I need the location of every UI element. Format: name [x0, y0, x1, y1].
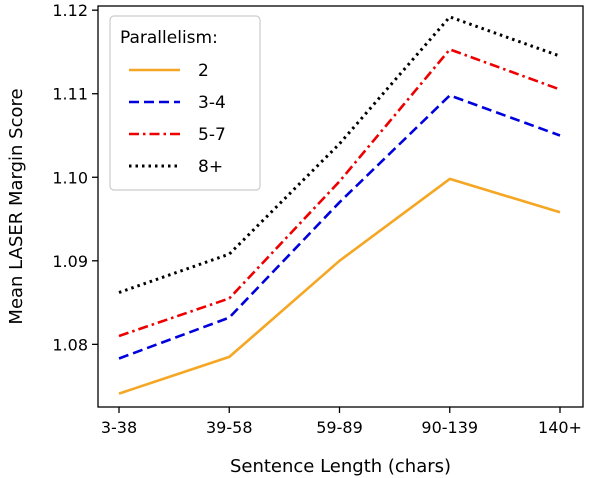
- legend-label-4: 8+: [198, 157, 223, 177]
- series-line-1: [118, 177, 561, 395]
- y-tick-label: 1.10: [52, 168, 88, 187]
- x-tick-label: 39-58: [206, 418, 253, 437]
- series-line-3: [118, 48, 561, 338]
- legend-title: Parallelism:: [120, 28, 218, 48]
- series-line-2: [118, 94, 561, 360]
- axes-layer: 3-38 39-58 59-89 90-139 140+ 1.08 1.09 1.10 1.11…: [52, 1, 584, 437]
- legend-label-2: 3-4: [198, 93, 226, 113]
- legend: Parallelism: 2 3-4 5-7 8+: [109, 15, 261, 191]
- legend-label-3: 5-7: [198, 125, 226, 145]
- x-tick-label: 90-139: [421, 418, 478, 437]
- y-tick-label: 1.08: [52, 335, 88, 354]
- series-layer: [118, 15, 561, 395]
- x-axis-label: Sentence Length (chars): [230, 456, 451, 477]
- axes-frame: [97, 5, 584, 408]
- legend-label-1: 2: [198, 61, 209, 81]
- y-axis-label: Mean LASER Margin Score: [6, 88, 27, 324]
- x-tick-label: 3-38: [101, 418, 137, 437]
- x-tick-label: 140+: [538, 418, 582, 437]
- y-tick-label: 1.09: [52, 252, 88, 271]
- y-tick-label: 1.11: [52, 85, 88, 104]
- y-tick-label: 1.12: [52, 1, 88, 20]
- legend-box: [109, 15, 261, 191]
- x-tick-label: 59-89: [316, 418, 363, 437]
